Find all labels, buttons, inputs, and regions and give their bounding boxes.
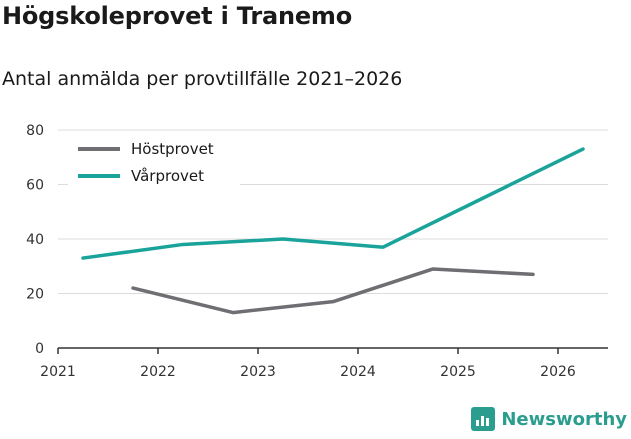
series-line-varprovet: [81, 147, 585, 260]
chart-title: Högskoleprovet i Tranemo: [2, 2, 353, 30]
brand-logo: Newsworthy: [471, 407, 627, 431]
y-tick-label: 80: [26, 123, 44, 139]
newsworthy-logo-icon: [471, 407, 496, 431]
y-tick-label: 60: [26, 178, 44, 194]
y-tick-label: 0: [35, 341, 44, 357]
x-tick-label: 2022: [140, 364, 176, 380]
chart-subtitle: Antal anmälda per provtillfälle 2021–202…: [2, 68, 403, 90]
x-tick-label: 2023: [240, 364, 276, 380]
legend-label-varprovet: Vårprovet: [131, 167, 204, 185]
x-tick-label: 2026: [540, 364, 576, 380]
x-tick-label: 2021: [40, 364, 76, 380]
y-tick-label: 40: [26, 232, 44, 248]
x-tick-label: 2024: [340, 364, 376, 380]
y-axis-ticks: 0 20 40 60 80: [26, 123, 44, 357]
series-line-hostprovet: [131, 267, 535, 315]
x-tick-label: 2025: [440, 364, 476, 380]
y-tick-label: 20: [26, 287, 44, 303]
x-axis: 2021 2022 2023 2024 2025 2026: [40, 347, 608, 380]
series-lines: [81, 147, 585, 315]
legend: Höstprovet Vårprovet: [68, 134, 240, 186]
legend-label-hostprovet: Höstprovet: [131, 140, 214, 158]
brand-name: Newsworthy: [501, 408, 627, 430]
line-chart: 0 20 40 60 80 2021 2022 2023 2024 2025 2026 Höstp…: [26, 123, 608, 380]
